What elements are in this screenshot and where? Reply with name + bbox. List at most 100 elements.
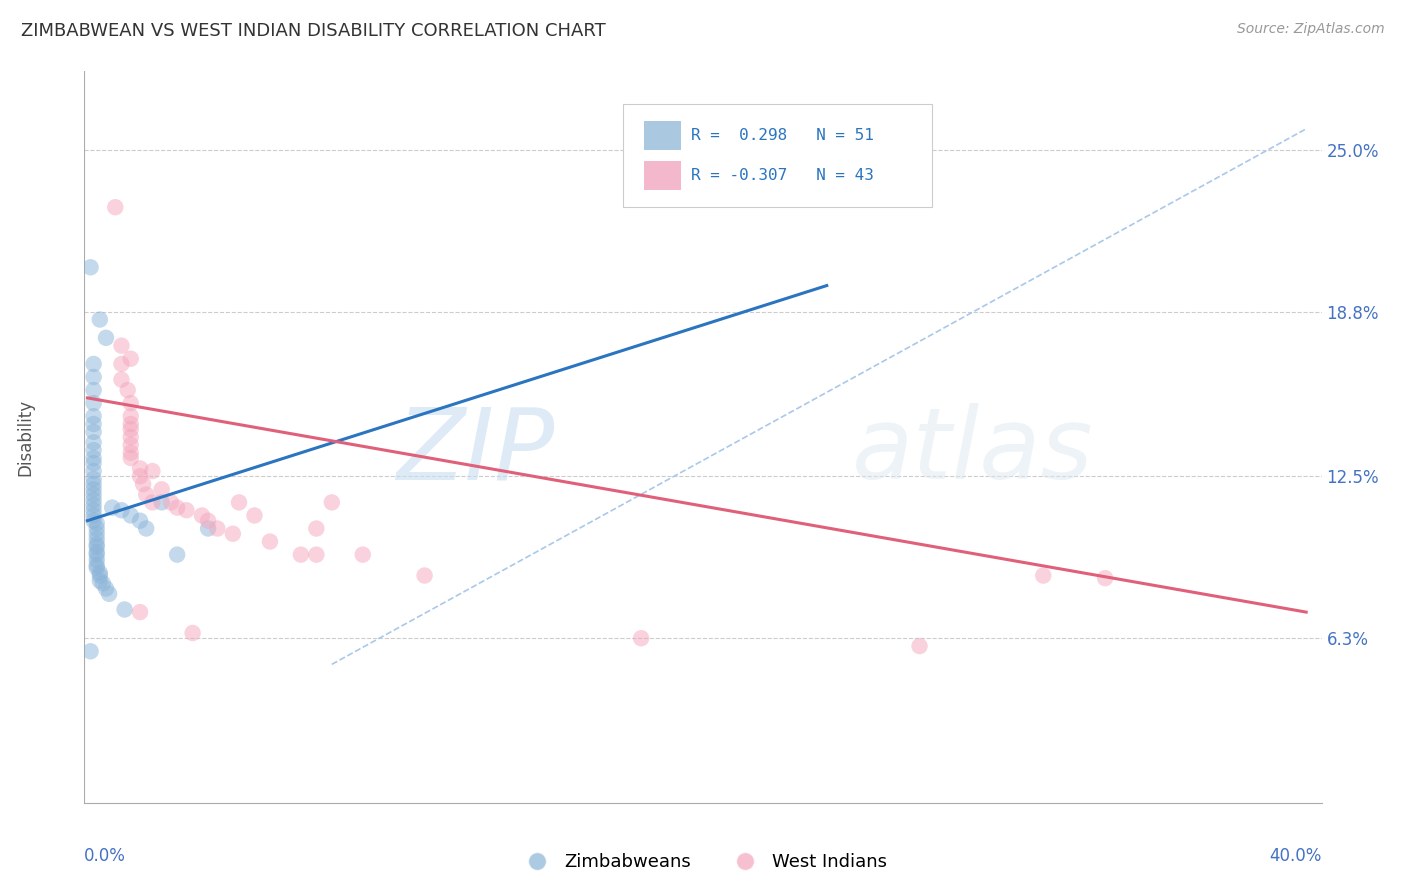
Text: 40.0%: 40.0% bbox=[1270, 847, 1322, 864]
Point bbox=[83, 492, 105, 507]
Text: Disability: Disability bbox=[17, 399, 35, 475]
Point bbox=[135, 487, 157, 501]
Point bbox=[120, 450, 142, 465]
Bar bbox=[644, 161, 681, 190]
Point bbox=[83, 487, 105, 501]
Point bbox=[150, 495, 173, 509]
Point bbox=[83, 483, 105, 497]
Point bbox=[86, 548, 108, 562]
Point bbox=[83, 409, 105, 424]
Point bbox=[83, 456, 105, 470]
Point bbox=[150, 483, 173, 497]
Point bbox=[83, 503, 105, 517]
Point bbox=[908, 639, 931, 653]
Point bbox=[94, 582, 117, 596]
Text: ZIP: ZIP bbox=[396, 403, 554, 500]
Point bbox=[94, 331, 117, 345]
Point bbox=[120, 396, 142, 410]
Point bbox=[120, 351, 142, 366]
Legend: Zimbabweans, West Indians: Zimbabweans, West Indians bbox=[512, 847, 894, 879]
Point bbox=[83, 464, 105, 478]
Text: atlas: atlas bbox=[852, 403, 1092, 500]
Point bbox=[83, 357, 105, 371]
Point bbox=[110, 503, 132, 517]
Point bbox=[1094, 571, 1116, 585]
Point bbox=[120, 508, 142, 523]
Point bbox=[83, 435, 105, 450]
Point bbox=[120, 446, 142, 460]
Point bbox=[89, 566, 111, 580]
Point bbox=[120, 422, 142, 436]
Point bbox=[104, 200, 127, 214]
Point bbox=[135, 521, 157, 535]
Point bbox=[305, 548, 328, 562]
Point bbox=[98, 587, 121, 601]
Point bbox=[120, 417, 142, 431]
Point bbox=[197, 514, 219, 528]
Point bbox=[413, 568, 436, 582]
Bar bbox=[644, 121, 681, 151]
Point bbox=[129, 461, 152, 475]
Text: Source: ZipAtlas.com: Source: ZipAtlas.com bbox=[1237, 22, 1385, 37]
Point bbox=[141, 464, 163, 478]
Text: ZIMBABWEAN VS WEST INDIAN DISABILITY CORRELATION CHART: ZIMBABWEAN VS WEST INDIAN DISABILITY COR… bbox=[21, 22, 606, 40]
Point bbox=[321, 495, 343, 509]
Point bbox=[86, 553, 108, 567]
Point bbox=[207, 521, 229, 535]
Point bbox=[86, 516, 108, 531]
Point bbox=[86, 537, 108, 551]
Point bbox=[86, 532, 108, 546]
Point bbox=[83, 425, 105, 439]
Point bbox=[120, 409, 142, 424]
Point bbox=[181, 626, 204, 640]
Text: R =  0.298   N = 51: R = 0.298 N = 51 bbox=[690, 128, 873, 144]
Point bbox=[191, 508, 214, 523]
Point bbox=[222, 526, 245, 541]
Text: 0.0%: 0.0% bbox=[84, 847, 127, 864]
Point bbox=[114, 602, 136, 616]
Point bbox=[83, 472, 105, 486]
Point bbox=[117, 383, 139, 397]
Point bbox=[243, 508, 266, 523]
Point bbox=[91, 576, 114, 591]
Point bbox=[630, 632, 652, 646]
Point bbox=[83, 477, 105, 491]
Point bbox=[86, 540, 108, 554]
Point bbox=[141, 495, 163, 509]
Point bbox=[83, 450, 105, 465]
Point bbox=[83, 508, 105, 523]
Point bbox=[290, 548, 312, 562]
Point bbox=[83, 370, 105, 384]
Point bbox=[86, 521, 108, 535]
Point bbox=[86, 558, 108, 573]
Point bbox=[176, 503, 198, 517]
Point bbox=[129, 469, 152, 483]
Point bbox=[89, 568, 111, 582]
Point bbox=[110, 357, 132, 371]
Point bbox=[83, 396, 105, 410]
Point bbox=[83, 443, 105, 458]
Text: R = -0.307   N = 43: R = -0.307 N = 43 bbox=[690, 168, 873, 183]
Point bbox=[120, 438, 142, 452]
Point bbox=[166, 500, 188, 515]
Point bbox=[83, 498, 105, 512]
Point bbox=[83, 383, 105, 397]
Point bbox=[79, 260, 101, 275]
Point bbox=[83, 514, 105, 528]
Point bbox=[166, 548, 188, 562]
Point bbox=[305, 521, 328, 535]
Point bbox=[197, 521, 219, 535]
Point bbox=[86, 560, 108, 574]
Point bbox=[89, 574, 111, 588]
Point bbox=[83, 417, 105, 431]
Point bbox=[110, 373, 132, 387]
Point bbox=[129, 605, 152, 619]
Point bbox=[259, 534, 281, 549]
Point bbox=[110, 339, 132, 353]
Point bbox=[86, 545, 108, 559]
FancyBboxPatch shape bbox=[623, 104, 932, 207]
Point bbox=[79, 644, 101, 658]
Point bbox=[86, 526, 108, 541]
Point bbox=[160, 495, 183, 509]
Point bbox=[228, 495, 250, 509]
